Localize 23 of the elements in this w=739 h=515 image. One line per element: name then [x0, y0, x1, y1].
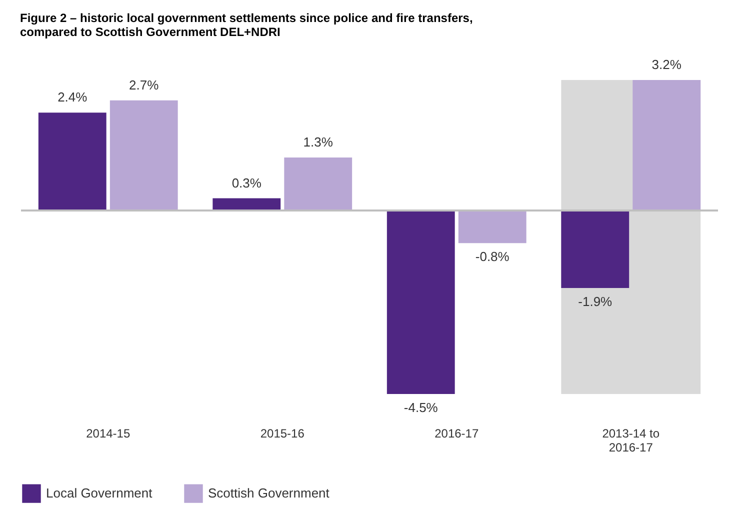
x-tick-label: 2014-15	[86, 426, 130, 440]
data-label: 2.4%	[58, 90, 88, 105]
bar	[212, 198, 281, 210]
bar	[110, 100, 178, 210]
chart-title: Figure 2 – historic local government settlements since police and fire transfers, compared to Scottish Government DEL+NDRI	[20, 11, 473, 39]
bar	[458, 210, 526, 244]
data-label: -1.9%	[578, 294, 613, 309]
bar	[632, 80, 701, 210]
bar	[38, 112, 106, 210]
data-label: 3.2%	[652, 57, 682, 72]
bar	[561, 210, 630, 288]
bar	[386, 210, 455, 394]
data-label: 0.3%	[232, 175, 262, 190]
data-label: -4.5%	[404, 400, 438, 415]
bar	[284, 157, 352, 210]
legend-label: Local Government	[46, 486, 153, 501]
data-label: 2.7%	[129, 77, 160, 92]
x-tick-label: 2013-14 to 2016-17	[602, 426, 660, 454]
x-tick-label: 2016-17	[434, 426, 479, 440]
data-label: 1.3%	[303, 134, 334, 150]
x-tick-label: 2015-16	[260, 426, 305, 440]
legend-label: Scottish Government	[208, 486, 330, 501]
data-label: -0.8%	[475, 249, 510, 264]
